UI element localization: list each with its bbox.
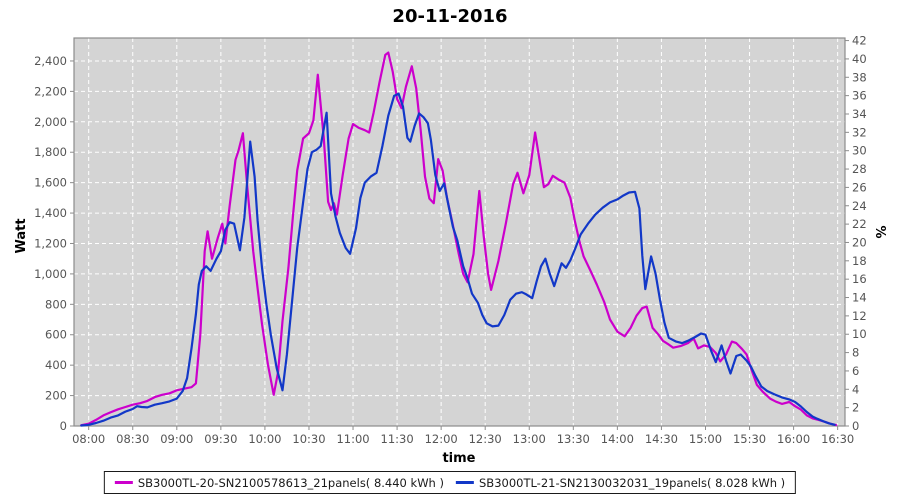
x-tick-label: 14:30: [645, 432, 678, 446]
y-left-tick-label: 2,400: [34, 54, 67, 68]
y-right-tick-label: 28: [852, 162, 867, 176]
y-right-tick-label: 32: [852, 125, 867, 139]
x-tick-label: 09:30: [204, 432, 237, 446]
y-left-tick-label: 600: [45, 328, 67, 342]
y-right-tick-label: 22: [852, 217, 867, 231]
x-tick-label: 09:00: [160, 432, 193, 446]
left-axis-title: Watt: [14, 218, 29, 253]
x-tick-label: 08:30: [116, 432, 149, 446]
x-tick-label: 15:00: [689, 432, 722, 446]
y-right-tick-label: 16: [852, 272, 867, 286]
y-right-tick-label: 42: [852, 34, 867, 48]
legend-swatch: [114, 481, 133, 484]
y-right-tick-label: 8: [852, 346, 859, 360]
x-tick-label: 16:30: [821, 432, 854, 446]
series-line-sb3000tl-21: [80, 92, 836, 427]
y-left-tick-label: 800: [45, 297, 67, 311]
legend: SB3000TL-20-SN2100578613_21panels( 8.440…: [103, 471, 797, 494]
plot-border: [73, 37, 846, 427]
x-tick-label: 13:00: [513, 432, 546, 446]
y-left-tick-label: 1,000: [34, 267, 67, 281]
x-tick-label: 08:00: [72, 432, 105, 446]
x-tick-label: 14:00: [601, 432, 634, 446]
y-right-tick-label: 30: [852, 144, 867, 158]
y-right-tick-label: 12: [852, 309, 867, 323]
x-tick-label: 11:00: [336, 432, 369, 446]
y-left-tick-label: 1,800: [34, 145, 67, 159]
x-tick-label: 15:30: [733, 432, 766, 446]
y-right-tick-label: 2: [852, 401, 859, 415]
y-right-tick-label: 10: [852, 327, 867, 341]
chart-title: 20-11-2016: [392, 6, 507, 27]
y-right-tick-label: 6: [852, 364, 859, 378]
y-left-tick-label: 200: [45, 389, 67, 403]
x-tick-label: 10:00: [248, 432, 281, 446]
y-right-tick-label: 36: [852, 89, 867, 103]
legend-label: SB3000TL-21-SN2130032031_19panels( 8.028…: [479, 475, 786, 490]
y-right-tick-label: 38: [852, 70, 867, 84]
y-left-tick-label: 1,200: [34, 236, 67, 250]
y-right-tick-label: 0: [852, 419, 859, 433]
x-tick-label: 13:30: [557, 432, 590, 446]
y-right-tick-label: 24: [852, 199, 867, 213]
x-tick-label: 12:00: [425, 432, 458, 446]
y-right-tick-label: 14: [852, 291, 867, 305]
legend-item: SB3000TL-21-SN2130032031_19panels( 8.028…: [456, 476, 785, 490]
y-right-tick-label: 26: [852, 180, 867, 194]
y-left-tick-label: 1,600: [34, 176, 67, 190]
x-tick-label: 11:30: [381, 432, 414, 446]
legend-item: SB3000TL-20-SN2100578613_21panels( 8.440…: [114, 475, 444, 490]
x-tick-label: 12:30: [469, 432, 502, 446]
y-right-tick-label: 34: [852, 107, 867, 121]
y-left-tick-label: 2,200: [34, 84, 67, 98]
y-left-tick-label: 2,000: [34, 115, 67, 129]
y-left-tick-label: 1,400: [34, 206, 67, 220]
bottom-axis-title: time: [442, 451, 475, 466]
y-right-tick-label: 40: [852, 52, 867, 66]
legend-swatch: [456, 481, 474, 484]
y-right-tick-label: 20: [852, 235, 867, 249]
x-tick-label: 10:30: [292, 432, 325, 446]
y-left-tick-label: 400: [45, 358, 67, 372]
x-tick-label: 16:00: [777, 432, 810, 446]
right-axis-title: %: [872, 225, 887, 238]
legend-label: SB3000TL-20-SN2100578613_21panels( 8.440…: [137, 475, 444, 490]
y-right-tick-label: 18: [852, 254, 867, 268]
y-left-tick-label: 0: [60, 419, 67, 433]
y-right-tick-label: 4: [852, 382, 859, 396]
